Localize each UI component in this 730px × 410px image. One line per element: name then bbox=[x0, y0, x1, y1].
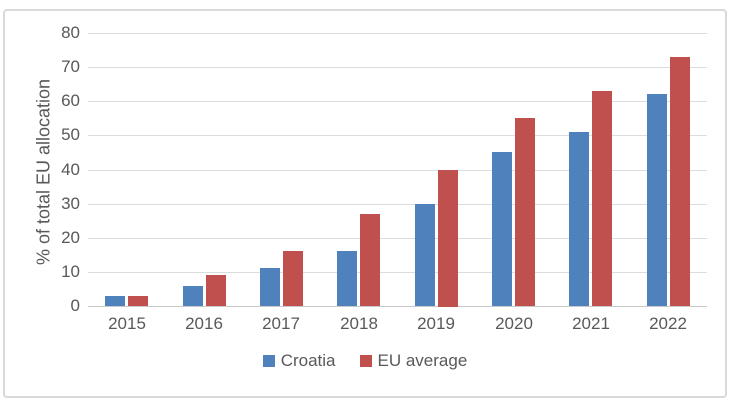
bar-croatia bbox=[569, 132, 589, 306]
bar-eu-average bbox=[128, 296, 148, 306]
y-tick-label: 60 bbox=[61, 91, 80, 110]
bar-eu-average bbox=[592, 91, 612, 306]
bar-eu-average bbox=[206, 275, 226, 306]
legend-item-croatia: Croatia bbox=[262, 351, 336, 371]
x-tick-label: 2020 bbox=[495, 314, 533, 333]
bar-eu-average bbox=[360, 214, 380, 306]
y-tick-label: 0 bbox=[70, 296, 80, 315]
x-tick-label: 2015 bbox=[108, 314, 146, 333]
x-tick-label: 2021 bbox=[572, 314, 610, 333]
gridline bbox=[88, 135, 707, 136]
bar-croatia bbox=[337, 251, 357, 306]
legend-item-eu-average: EU average bbox=[359, 351, 468, 371]
y-tick-label: 70 bbox=[61, 57, 80, 76]
gridline bbox=[88, 67, 707, 68]
x-tick-label: 2022 bbox=[649, 314, 687, 333]
y-tick-label: 50 bbox=[61, 125, 80, 144]
x-tick-label: 2017 bbox=[262, 314, 300, 333]
x-tick-label: 2018 bbox=[340, 314, 378, 333]
gridline bbox=[88, 33, 707, 34]
bar-croatia bbox=[647, 94, 667, 306]
x-tick-label: 2019 bbox=[417, 314, 455, 333]
bar-croatia bbox=[183, 286, 203, 306]
bar-eu-average bbox=[515, 118, 535, 306]
y-tick-label: 30 bbox=[61, 194, 80, 213]
bar-eu-average bbox=[670, 57, 690, 306]
bar-croatia bbox=[260, 268, 280, 306]
bar-croatia bbox=[492, 152, 512, 306]
legend-label: EU average bbox=[377, 351, 468, 370]
gridline bbox=[88, 170, 707, 171]
legend: Croatia EU average bbox=[3, 351, 727, 371]
gridline bbox=[88, 272, 707, 273]
legend-swatch-croatia bbox=[262, 355, 275, 367]
x-axis-line bbox=[88, 306, 707, 307]
gridline bbox=[88, 204, 707, 205]
x-tick-label: 2016 bbox=[185, 314, 223, 333]
gridline bbox=[88, 238, 707, 239]
y-tick-label: 80 bbox=[61, 23, 80, 42]
bar-eu-average bbox=[438, 170, 458, 307]
bar-eu-average bbox=[283, 251, 303, 306]
legend-label: Croatia bbox=[280, 351, 336, 370]
gridline bbox=[88, 101, 707, 102]
y-tick-label: 20 bbox=[61, 228, 80, 247]
legend-swatch-eu-average bbox=[359, 355, 372, 367]
bar-croatia bbox=[105, 296, 125, 306]
y-tick-label: 40 bbox=[61, 160, 80, 179]
bar-croatia bbox=[415, 204, 435, 306]
y-tick-label: 10 bbox=[61, 262, 80, 281]
